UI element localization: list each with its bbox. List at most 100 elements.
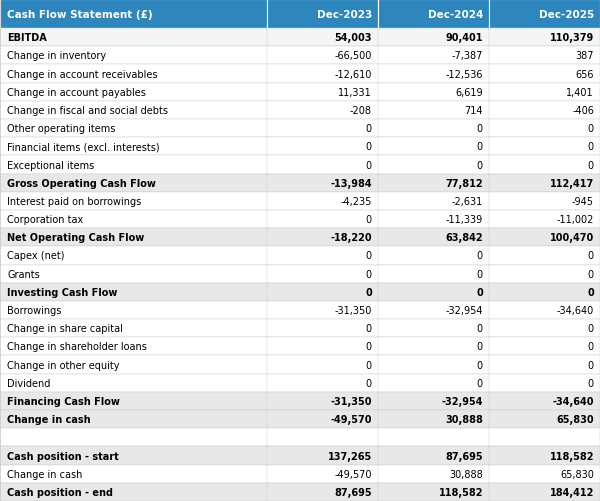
Text: 118,582: 118,582 <box>439 487 483 497</box>
Text: Change in cash: Change in cash <box>7 414 91 424</box>
Text: -34,640: -34,640 <box>553 396 594 406</box>
Text: 0: 0 <box>588 251 594 261</box>
Text: 184,412: 184,412 <box>550 487 594 497</box>
Text: 11,331: 11,331 <box>338 88 372 98</box>
Text: 0: 0 <box>477 251 483 261</box>
Text: 0: 0 <box>366 160 372 170</box>
Text: Cash position - start: Cash position - start <box>7 450 119 460</box>
Bar <box>0 47 600 65</box>
Text: 0: 0 <box>477 160 483 170</box>
Text: Financing Cash Flow: Financing Cash Flow <box>7 396 120 406</box>
Text: 1,401: 1,401 <box>566 88 594 98</box>
Text: -13,984: -13,984 <box>331 178 372 188</box>
Text: 714: 714 <box>464 106 483 116</box>
Text: Net Operating Cash Flow: Net Operating Cash Flow <box>7 233 145 243</box>
Text: 30,888: 30,888 <box>449 469 483 479</box>
Bar <box>0 192 600 210</box>
Text: -49,570: -49,570 <box>335 469 372 479</box>
Text: -49,570: -49,570 <box>331 414 372 424</box>
Text: Financial items (excl. interests): Financial items (excl. interests) <box>7 142 160 152</box>
Text: Change in other equity: Change in other equity <box>7 360 120 370</box>
Text: 0: 0 <box>477 324 483 334</box>
Text: 0: 0 <box>366 269 372 279</box>
Text: Interest paid on borrowings: Interest paid on borrowings <box>7 196 142 206</box>
Text: 656: 656 <box>575 70 594 80</box>
Text: 65,830: 65,830 <box>560 469 594 479</box>
Bar <box>0 65 600 84</box>
Text: Change in inventory: Change in inventory <box>7 51 106 61</box>
Text: 0: 0 <box>477 124 483 134</box>
Text: 0: 0 <box>366 342 372 352</box>
Text: Change in account receivables: Change in account receivables <box>7 70 158 80</box>
Bar <box>0 210 600 229</box>
Text: Borrowings: Borrowings <box>7 306 62 316</box>
Text: -31,350: -31,350 <box>331 396 372 406</box>
Text: -945: -945 <box>572 196 594 206</box>
Text: 0: 0 <box>477 342 483 352</box>
Text: 118,582: 118,582 <box>550 450 594 460</box>
Text: 0: 0 <box>366 142 372 152</box>
Bar <box>0 320 600 338</box>
Text: 6,619: 6,619 <box>455 88 483 98</box>
Text: 0: 0 <box>477 269 483 279</box>
Text: -31,350: -31,350 <box>335 306 372 316</box>
Text: 0: 0 <box>476 287 483 297</box>
Text: Dividend: Dividend <box>7 378 50 388</box>
Text: Dec-2023: Dec-2023 <box>317 10 372 20</box>
Text: Capex (net): Capex (net) <box>7 251 65 261</box>
Bar <box>0 84 600 102</box>
Text: 87,695: 87,695 <box>445 450 483 460</box>
Bar <box>0 283 600 301</box>
Text: Change in cash: Change in cash <box>7 469 83 479</box>
Text: Grants: Grants <box>7 269 40 279</box>
Bar <box>0 174 600 192</box>
Text: 0: 0 <box>588 160 594 170</box>
Text: -12,610: -12,610 <box>335 70 372 80</box>
Text: Dec-2025: Dec-2025 <box>539 10 594 20</box>
Text: 90,401: 90,401 <box>445 33 483 43</box>
Text: 0: 0 <box>477 360 483 370</box>
Text: 387: 387 <box>575 51 594 61</box>
Text: -4,235: -4,235 <box>341 196 372 206</box>
Text: 100,470: 100,470 <box>550 233 594 243</box>
Bar <box>267 0 378 29</box>
Bar <box>0 465 600 483</box>
Text: -32,954: -32,954 <box>442 396 483 406</box>
Text: -32,954: -32,954 <box>445 306 483 316</box>
Bar <box>0 229 600 247</box>
Text: 65,830: 65,830 <box>556 414 594 424</box>
Text: Change in shareholder loans: Change in shareholder loans <box>7 342 147 352</box>
Text: 87,695: 87,695 <box>334 487 372 497</box>
Text: 0: 0 <box>588 142 594 152</box>
Text: -11,339: -11,339 <box>446 214 483 224</box>
Bar <box>0 156 600 174</box>
Bar <box>0 338 600 356</box>
Text: 0: 0 <box>588 324 594 334</box>
Text: Change in fiscal and social debts: Change in fiscal and social debts <box>7 106 168 116</box>
Text: Change in share capital: Change in share capital <box>7 324 123 334</box>
Text: 54,003: 54,003 <box>335 33 372 43</box>
Bar <box>0 247 600 265</box>
Bar <box>0 301 600 320</box>
Text: -12,536: -12,536 <box>445 70 483 80</box>
Text: -208: -208 <box>350 106 372 116</box>
Bar <box>0 29 600 47</box>
Text: 0: 0 <box>588 269 594 279</box>
Text: Dec-2024: Dec-2024 <box>428 10 483 20</box>
Text: -406: -406 <box>572 106 594 116</box>
Text: -18,220: -18,220 <box>331 233 372 243</box>
Text: 30,888: 30,888 <box>445 414 483 424</box>
Text: 63,842: 63,842 <box>445 233 483 243</box>
Text: Corporation tax: Corporation tax <box>7 214 83 224</box>
Text: -34,640: -34,640 <box>557 306 594 316</box>
Text: Change in account payables: Change in account payables <box>7 88 146 98</box>
Text: 77,812: 77,812 <box>445 178 483 188</box>
Bar <box>0 374 600 392</box>
Text: 0: 0 <box>366 214 372 224</box>
Text: 0: 0 <box>588 378 594 388</box>
Text: Cash Flow Statement (£): Cash Flow Statement (£) <box>7 10 153 20</box>
Bar <box>0 120 600 138</box>
Text: 0: 0 <box>477 378 483 388</box>
Text: -66,500: -66,500 <box>335 51 372 61</box>
Text: 0: 0 <box>588 124 594 134</box>
